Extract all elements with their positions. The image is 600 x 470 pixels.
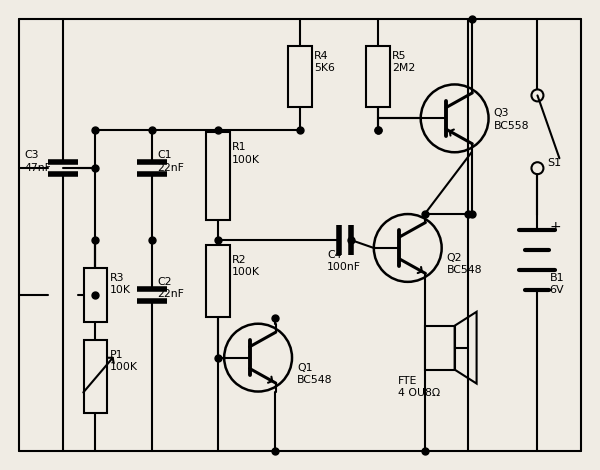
Text: C2
22nF: C2 22nF <box>157 277 184 299</box>
Text: P1
100K: P1 100K <box>109 350 137 372</box>
Text: Q1
BC548: Q1 BC548 <box>297 363 332 385</box>
Text: Q2
BC548: Q2 BC548 <box>446 253 482 275</box>
Text: R4
5K6: R4 5K6 <box>314 51 335 73</box>
Text: FTE
4 OU8Ω: FTE 4 OU8Ω <box>398 376 440 398</box>
Text: B1
6V: B1 6V <box>550 273 564 295</box>
Text: R3
10K: R3 10K <box>109 273 130 295</box>
Text: C4
100nF: C4 100nF <box>327 250 361 272</box>
Text: R2
100K: R2 100K <box>232 255 260 277</box>
Text: +: + <box>550 220 561 234</box>
Bar <box>83 340 107 414</box>
Bar <box>83 268 107 322</box>
Text: S1: S1 <box>547 158 562 168</box>
Text: Q3
BC558: Q3 BC558 <box>494 109 529 131</box>
Bar <box>206 132 230 220</box>
Text: C1
22nF: C1 22nF <box>157 150 184 172</box>
Text: R1
100K: R1 100K <box>232 142 260 164</box>
Text: R5
2M2: R5 2M2 <box>392 51 415 73</box>
Text: C3
47nF: C3 47nF <box>25 150 52 172</box>
Bar <box>425 326 455 369</box>
Bar <box>366 46 390 107</box>
Bar <box>288 46 312 107</box>
Bar <box>206 245 230 317</box>
